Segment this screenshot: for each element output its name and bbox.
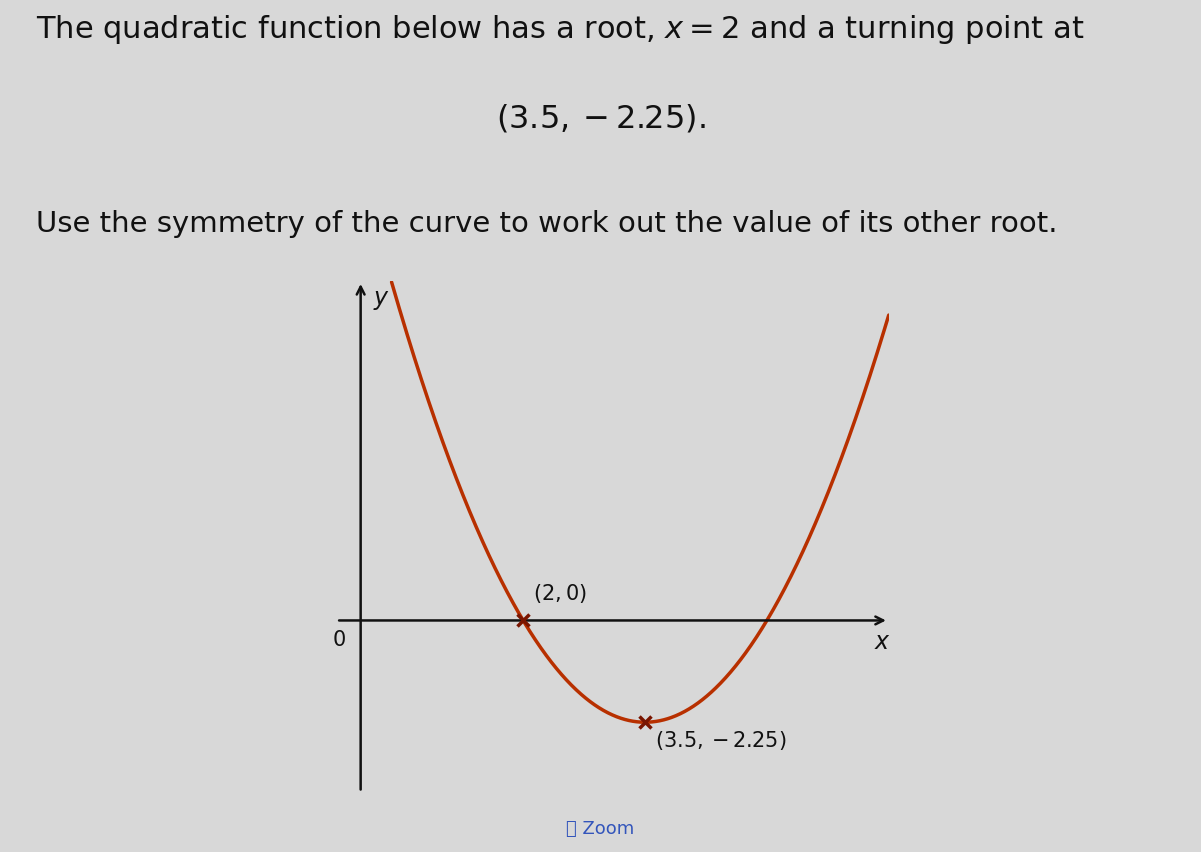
Text: Use the symmetry of the curve to work out the value of its other root.: Use the symmetry of the curve to work ou… [36, 210, 1058, 238]
Text: $y$: $y$ [372, 288, 389, 312]
Text: $x$: $x$ [874, 630, 891, 654]
Text: $(3.5, -2.25)$: $(3.5, -2.25)$ [655, 729, 787, 752]
Text: $(2, 0)$: $(2, 0)$ [533, 582, 586, 605]
Text: The quadratic function below has a root, $x = 2$ and a turning point at: The quadratic function below has a root,… [36, 13, 1085, 46]
Text: $(3.5, -2.25)$.: $(3.5, -2.25)$. [496, 102, 705, 135]
Text: 0: 0 [333, 630, 346, 650]
Text: 🔍 Zoom: 🔍 Zoom [567, 820, 634, 838]
